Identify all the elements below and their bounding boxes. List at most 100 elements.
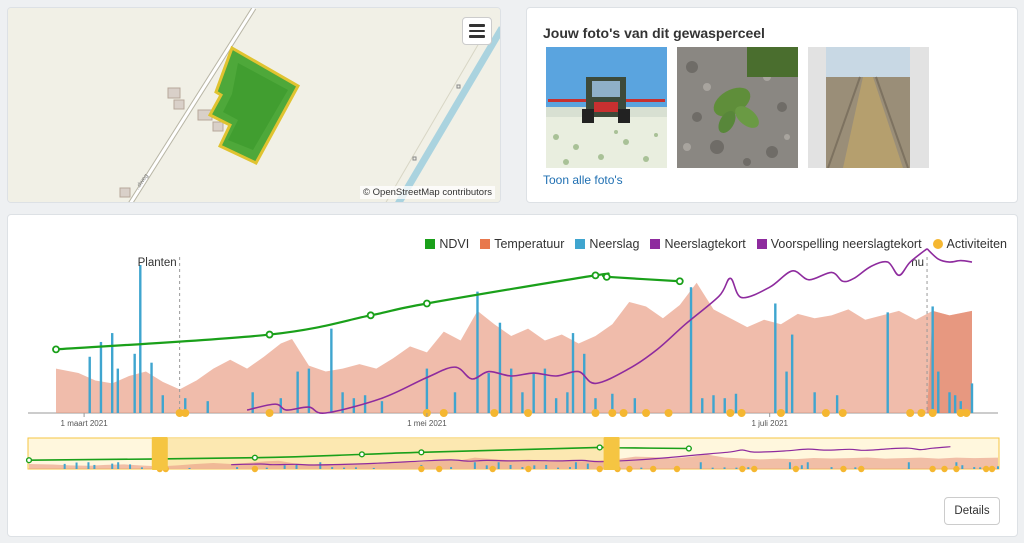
- legend-swatch: [425, 239, 436, 249]
- navigator-handle[interactable]: [151, 437, 168, 470]
- navigator-activity-dot: [596, 465, 603, 473]
- navigator-activity-dot: [525, 465, 532, 473]
- navigator-temperature-area: [29, 454, 998, 469]
- rain-bar: [712, 395, 715, 413]
- field-map[interactable]: ..dweg: [8, 8, 501, 203]
- photos-panel: Jouw foto's van dit gewasperceel: [526, 7, 1018, 203]
- navigator-rain-bar: [473, 462, 476, 469]
- photo-plant-soil[interactable]: [677, 47, 798, 168]
- rain-bar: [453, 392, 457, 413]
- navigator-activity-dot: [489, 465, 496, 473]
- rain-bar: [110, 333, 114, 413]
- temperature-area: [56, 282, 972, 413]
- activity-dot: [265, 409, 274, 417]
- navigator-activity-dot: [435, 465, 443, 473]
- crop-timeline-chart[interactable]: Planten nu 1 maart 2021 1 mei 2021 1 juli 2…: [8, 215, 1019, 538]
- navigator-rain-bar: [63, 463, 66, 469]
- timeline-marker-label: Planten: [138, 257, 177, 269]
- rain-bar: [476, 291, 479, 413]
- activity-dot: [175, 409, 184, 417]
- navigator-activity-dot: [673, 465, 681, 473]
- navigator-rain-bar: [557, 467, 560, 469]
- navigator-rain-bar: [806, 462, 809, 469]
- rain-bar: [521, 392, 524, 413]
- rain-bar: [813, 392, 816, 413]
- navigator-rain-bar: [997, 466, 999, 469]
- navigator-rain-bar: [331, 467, 334, 469]
- rain-bar: [296, 371, 299, 413]
- ndvi-point: [265, 330, 274, 339]
- legend-item-neerslag[interactable]: Neerslag: [575, 237, 639, 251]
- navigator-activity-dot: [418, 465, 425, 473]
- navigator-rain-bar: [117, 462, 120, 469]
- rain-bar: [571, 333, 575, 413]
- legend-label: Neerslag: [589, 237, 640, 251]
- deficit-forecast-line: [926, 248, 973, 263]
- rain-bar: [701, 398, 704, 413]
- activity-dot: [737, 409, 746, 417]
- photo-planted-rows[interactable]: [808, 47, 929, 168]
- navigator-rain-bar: [283, 465, 286, 469]
- rain-bar: [206, 401, 209, 413]
- navigator-rain-bar: [129, 464, 132, 469]
- chart-panel: Planten nu 1 maart 2021 1 mei 2021 1 juli 2…: [7, 214, 1018, 537]
- rain-bar: [948, 392, 951, 413]
- navigator-rain-bar: [75, 462, 78, 469]
- navigator-rain-bar: [343, 467, 346, 469]
- navigator-activity-dot: [792, 465, 800, 473]
- rain-bar: [498, 322, 502, 413]
- ndvi-line: [55, 272, 680, 351]
- navigator-rain-bar: [497, 462, 500, 469]
- photo-tractor-field[interactable]: [546, 47, 667, 168]
- navigator-rain-bar: [295, 464, 298, 469]
- show-all-photos-link[interactable]: Toon alle foto's: [543, 173, 623, 187]
- navigator-rain-bar: [747, 467, 750, 469]
- rain-bar: [734, 393, 738, 413]
- navigator-activity-dot: [751, 465, 758, 473]
- rain-bar: [583, 353, 586, 413]
- rain-bar: [554, 398, 558, 413]
- legend-item-temperatuur[interactable]: Temperatuur: [480, 237, 564, 251]
- legend-label: Activiteiten: [946, 237, 1007, 251]
- navigator-rain-bar: [574, 462, 577, 469]
- chart-legend: NDVI Temperatuur Neerslag Neerslagtekort…: [425, 237, 1007, 251]
- legend-label: NDVI: [439, 237, 470, 251]
- hamburger-icon-bar: [469, 35, 485, 38]
- hamburger-icon-bar: [469, 24, 485, 27]
- navigator-ndvi-point: [685, 445, 692, 452]
- rain-bar: [774, 303, 777, 413]
- navigator-rain-bar: [319, 462, 322, 469]
- navigator-activity-dot: [988, 465, 996, 473]
- navigator-activity-dot: [982, 465, 990, 473]
- legend-label: Temperatuur: [494, 237, 565, 251]
- legend-item-neerslagtekort[interactable]: Neerslagtekort: [650, 237, 746, 251]
- activity-dot: [726, 409, 735, 417]
- details-button[interactable]: Details: [944, 497, 1000, 525]
- navigator-activity-dot: [626, 465, 633, 473]
- navigator-rain-bar: [640, 467, 643, 469]
- legend-swatch: [480, 239, 491, 249]
- rain-bar: [566, 392, 569, 413]
- navigator-ndvi-point: [418, 449, 425, 456]
- navigator-handle[interactable]: [603, 437, 620, 470]
- rain-bar: [99, 341, 103, 413]
- navigator-rain-bar: [265, 467, 268, 469]
- rain-bar: [594, 398, 597, 413]
- legend-item-voorspelling[interactable]: Voorspelling neerslagtekort: [756, 237, 922, 251]
- legend-item-ndvi[interactable]: NDVI: [425, 237, 469, 251]
- navigator-rain-bar: [979, 467, 982, 469]
- rain-bar: [341, 392, 344, 413]
- map-attribution[interactable]: © OpenStreetMap contributors: [360, 186, 495, 199]
- rain-bar: [723, 398, 726, 413]
- navigator-rain-bar: [485, 465, 488, 469]
- map-panel[interactable]: ..dweg © OpenStreetMap contributors: [7, 7, 501, 203]
- activity-dot: [776, 409, 785, 417]
- activity-dot: [619, 409, 628, 417]
- navigator-rain-bar: [509, 464, 512, 469]
- x-axis-tick-label: 1 juli 2021: [751, 419, 788, 428]
- activity-dot: [524, 409, 533, 417]
- legend-item-activiteiten[interactable]: Activiteiten: [932, 237, 1007, 251]
- rain-bar: [937, 371, 940, 413]
- hamburger-icon-bar: [469, 29, 485, 33]
- map-menu-button[interactable]: [462, 17, 492, 45]
